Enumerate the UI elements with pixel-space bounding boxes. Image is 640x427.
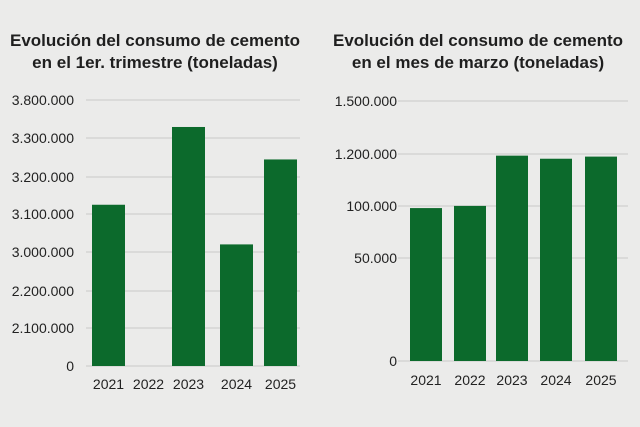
chart-title-line: Evolución del consumo de cemento — [10, 31, 300, 50]
bar-2021 — [92, 204, 125, 366]
x-category-label: 2024 — [540, 372, 571, 388]
y-tick-label: 50.000 — [354, 250, 397, 266]
bar-2021 — [410, 208, 442, 361]
x-category-label: 2025 — [585, 372, 616, 388]
bar-2023 — [172, 126, 205, 366]
y-tick-label: 0 — [389, 353, 397, 369]
bar-2022 — [454, 205, 486, 361]
y-tick-label: 1.500.000 — [335, 93, 397, 109]
y-tick-label: 3.200.000 — [12, 169, 74, 185]
bar-2025 — [585, 156, 617, 361]
chart-title-line: en el mes de marzo (toneladas) — [352, 53, 604, 72]
y-tick-label: 2.100.000 — [12, 320, 74, 336]
x-category-label: 2025 — [265, 376, 296, 392]
y-tick-label: 100.000 — [346, 198, 397, 214]
x-category-label: 2021 — [93, 376, 124, 392]
y-tick-label: 3.100.000 — [12, 206, 74, 222]
x-category-label: 2023 — [173, 376, 204, 392]
x-category-label: 2023 — [496, 372, 527, 388]
chart-first-quarter: Evolución del consumo de cemento en el 1e… — [10, 31, 300, 392]
y-tick-label: 2.200.000 — [12, 283, 74, 299]
chart-march: Evolución del consumo de cemento en el me… — [333, 31, 628, 388]
bar-2024 — [220, 244, 253, 366]
y-tick-label: 3.000.000 — [12, 244, 74, 260]
chart-title-line: Evolución del consumo de cemento — [333, 31, 623, 50]
x-category-label: 2022 — [133, 376, 164, 392]
y-tick-label: 0 — [66, 358, 74, 374]
x-category-label: 2021 — [410, 372, 441, 388]
y-tick-label: 1.200.000 — [335, 146, 397, 162]
bar-2024 — [540, 158, 572, 361]
bar-2023 — [496, 155, 528, 361]
y-tick-label: 3.800.000 — [12, 92, 74, 108]
x-category-label: 2024 — [221, 376, 252, 392]
chart-title-line: en el 1er. trimestre (toneladas) — [32, 53, 278, 72]
bar-2025 — [264, 159, 297, 366]
y-tick-label: 3.300.000 — [12, 130, 74, 146]
x-category-label: 2022 — [454, 372, 485, 388]
